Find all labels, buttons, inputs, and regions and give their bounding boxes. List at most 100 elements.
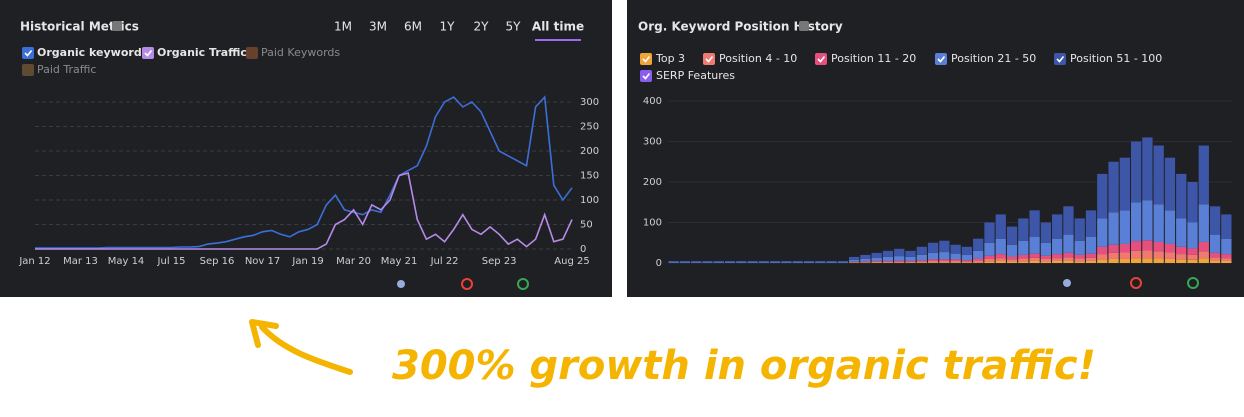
bar-segment (803, 262, 815, 263)
bar-segment (781, 262, 792, 263)
x-tick-label: Jan 19 (291, 256, 323, 267)
bar-segment (713, 260, 724, 263)
bar-segment (1074, 240, 1085, 255)
x-tick-label: Jan 12 (18, 256, 50, 267)
bar-segment (1097, 259, 1108, 263)
range-button[interactable]: 2Y (474, 20, 490, 34)
y-tick-label: 100 (643, 218, 662, 229)
bar-segment (1198, 241, 1209, 252)
bar-segment (1052, 238, 1063, 255)
bar-segment (1187, 259, 1198, 263)
bar-segment (1209, 252, 1221, 258)
legend-checkbox[interactable] (703, 53, 715, 65)
bar-segment (815, 262, 826, 263)
check-mark (642, 56, 651, 63)
range-button[interactable]: All time (532, 20, 584, 34)
bar-segment (1187, 222, 1198, 249)
legend-checkbox[interactable] (22, 64, 34, 76)
bar-segment (1052, 258, 1063, 261)
legend-label[interactable]: Position 21 - 50 (951, 52, 1036, 65)
bar-segment (668, 260, 679, 263)
bar-segment (848, 256, 860, 260)
bar-segment (882, 260, 894, 262)
y-tick-label: 400 (643, 96, 662, 107)
y-tick-label: 300 (643, 137, 662, 148)
range-button[interactable]: 5Y (506, 20, 522, 34)
y-tick-label: 200 (643, 177, 662, 188)
y-tick-label: 300 (580, 97, 599, 108)
legend-checkbox[interactable] (22, 47, 34, 59)
range-button[interactable]: 6M (404, 20, 422, 34)
bar-segment (961, 261, 973, 263)
chart-title: Historical Metrics (20, 20, 139, 34)
legend-checkbox[interactable] (640, 53, 652, 65)
bar-segment (1119, 243, 1130, 253)
bar-segment (995, 260, 1006, 263)
series-line (35, 172, 573, 250)
legend-label[interactable]: Position 11 - 20 (831, 52, 916, 65)
bar-segment (1052, 260, 1063, 263)
bar-segment (973, 258, 984, 261)
bar-segment (939, 262, 950, 263)
legend-checkbox[interactable] (246, 47, 258, 59)
legend-checkbox[interactable] (815, 53, 827, 65)
bar-segment (702, 262, 713, 263)
bar-segment (1187, 248, 1198, 255)
bar-segment (1040, 242, 1052, 256)
bar-segment (747, 260, 758, 263)
bar-segment (860, 254, 871, 259)
y-tick-label: 50 (580, 220, 593, 231)
bar-segment (1040, 258, 1052, 262)
bar-segment (882, 250, 894, 257)
bar-segment (792, 262, 803, 263)
left-panel (0, 0, 612, 297)
bar-segment (1153, 241, 1164, 252)
bar-segment (1108, 258, 1119, 263)
bar-segment (781, 260, 792, 263)
bar-segment (1142, 240, 1153, 251)
bar-segment (1029, 210, 1040, 237)
x-tick-label: Sep 16 (200, 256, 235, 267)
range-button[interactable]: 1M (334, 20, 352, 34)
bar-segment (679, 262, 691, 263)
legend-label[interactable]: Organic Traffic (157, 46, 247, 59)
legend-label[interactable]: Organic keywords (37, 46, 149, 59)
bar-segment (950, 262, 961, 263)
bar-segment (758, 262, 770, 263)
legend-label[interactable]: Top 3 (655, 52, 685, 65)
legend-checkbox[interactable] (640, 70, 652, 82)
legend-label[interactable]: Position 51 - 100 (1070, 52, 1162, 65)
bar-segment (1209, 260, 1221, 263)
help-icon[interactable] (799, 21, 809, 31)
help-icon[interactable] (112, 21, 122, 31)
bar-segment (1164, 157, 1176, 211)
bar-segment (995, 258, 1006, 261)
bar-segment (984, 242, 995, 256)
legend-checkbox[interactable] (1054, 53, 1066, 65)
bar-segment (702, 260, 713, 263)
chart-title: Org. Keyword Position History (638, 20, 843, 34)
legend-checkbox[interactable] (142, 47, 154, 59)
icon (397, 280, 405, 288)
bar-segment (871, 252, 882, 258)
icon (517, 278, 529, 290)
bar-segment (984, 222, 995, 243)
legend-label[interactable]: Paid Traffic (37, 63, 96, 76)
bar-segment (1063, 234, 1074, 253)
range-button[interactable]: 1Y (440, 20, 456, 34)
bar-segment (770, 260, 781, 263)
legend-label[interactable]: Position 4 - 10 (719, 52, 797, 65)
bar-segment (1176, 246, 1187, 255)
legend-checkbox[interactable] (935, 53, 947, 65)
legend-label[interactable]: SERP Features (656, 69, 735, 82)
bar-segment (1052, 254, 1063, 259)
bar-segment (1063, 252, 1074, 258)
bar-segment (1074, 261, 1085, 263)
bar-segment (984, 255, 995, 259)
range-button[interactable]: 3M (369, 20, 387, 34)
legend-label[interactable]: Paid Keywords (261, 46, 340, 59)
bar-segment (837, 262, 848, 263)
bar-segment (1209, 206, 1221, 235)
bar-segment (668, 262, 679, 263)
bar-segment (984, 258, 995, 262)
